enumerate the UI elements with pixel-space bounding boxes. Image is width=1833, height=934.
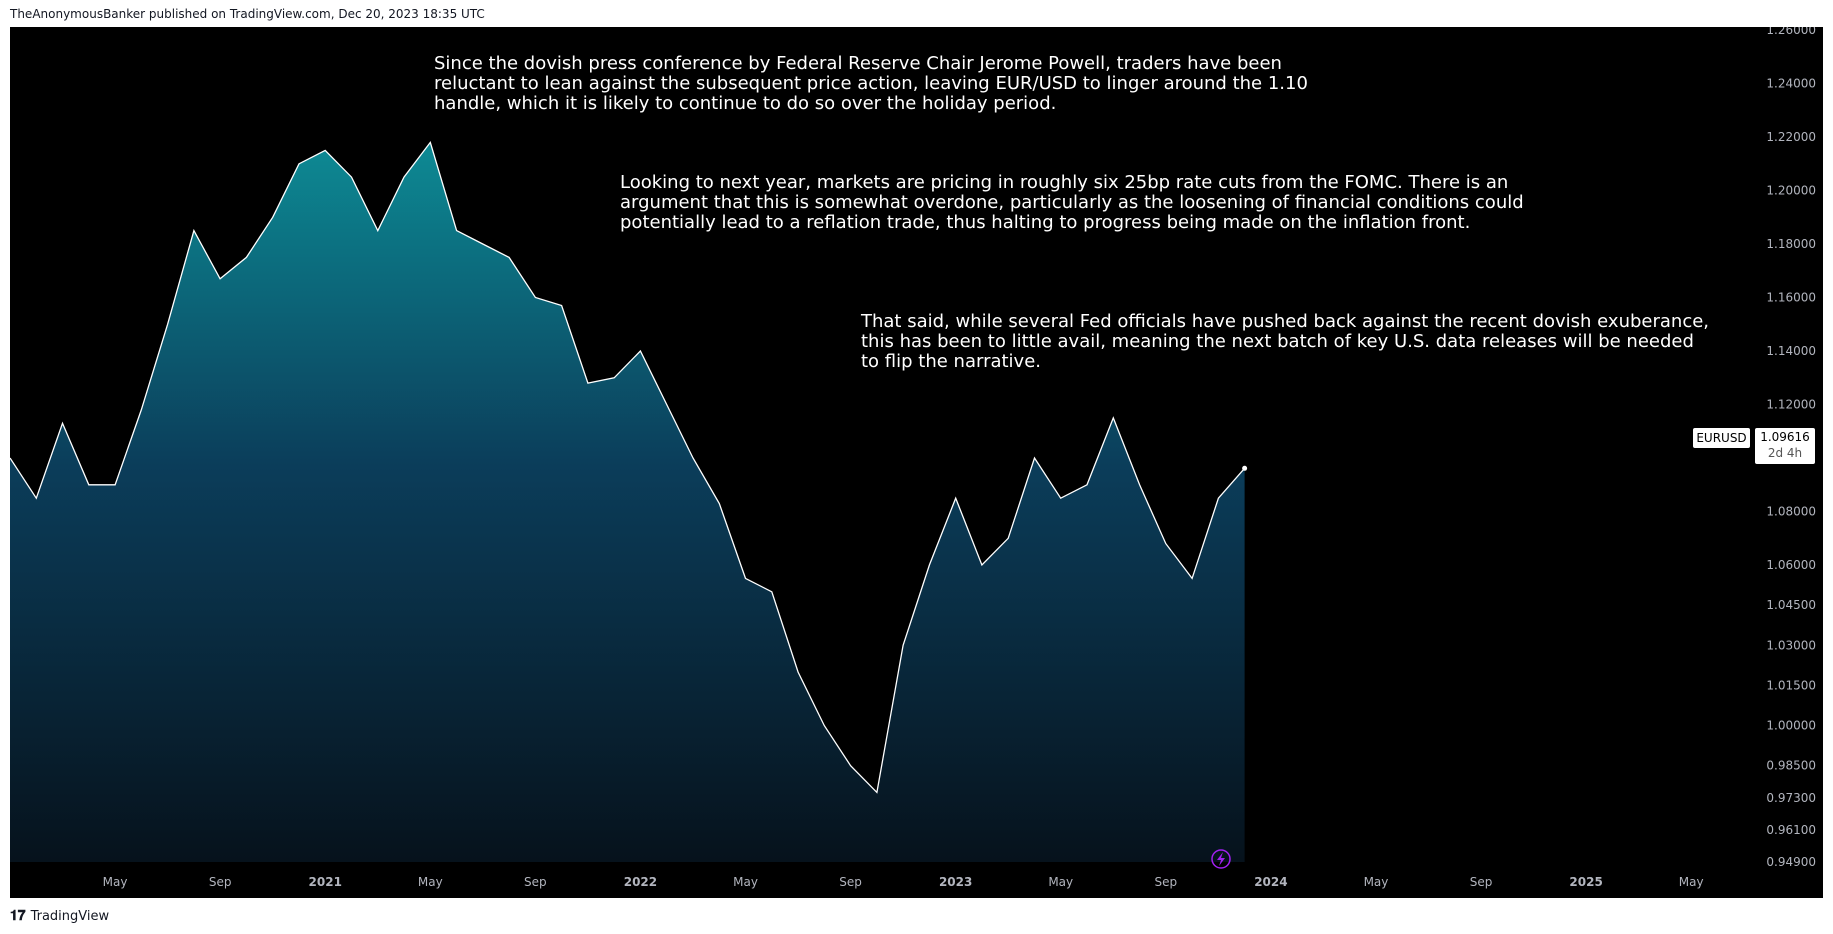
y-tick-label: 1.08000: [1766, 505, 1816, 519]
y-tick-label: 1.16000: [1766, 291, 1816, 305]
y-tick-label: 0.96100: [1766, 823, 1816, 837]
footer-brand-name: TradingView: [30, 908, 110, 924]
y-tick-label: 0.94900: [1766, 855, 1816, 869]
x-tick-label: Sep: [839, 875, 862, 889]
price-area-fill: [10, 142, 1245, 862]
y-tick-label: 0.98500: [1766, 759, 1816, 773]
y-tick-label: 1.14000: [1766, 344, 1816, 358]
y-tick-label: 1.01500: [1766, 678, 1816, 692]
x-tick-label: 2023: [939, 875, 972, 889]
y-tick-label: 1.00000: [1766, 719, 1816, 733]
y-tick-label: 1.22000: [1766, 130, 1816, 144]
chart-pane[interactable]: May Sep 2021 May Sep 2022 May Sep 2023 May Sep 2024…: [10, 27, 1823, 898]
publish-attribution: TheAnonymousBanker published on TradingV…: [10, 7, 485, 21]
x-tick-label: 2021: [309, 875, 342, 889]
footer-brand: 𝟏𝟕 TradingView: [10, 908, 109, 924]
x-tick-label: May: [733, 875, 758, 889]
y-tick-label: 0.97300: [1766, 791, 1816, 805]
x-tick-label: Sep: [524, 875, 547, 889]
annotation-rate-cuts-pricing: Looking to next year, markets are pricin…: [620, 172, 1524, 233]
events-icon[interactable]: [1211, 849, 1231, 869]
x-tick-label: 2024: [1254, 875, 1287, 889]
annotation-fed-pushback: That said, while several Fed officials h…: [861, 311, 1710, 372]
last-price-point: [1242, 465, 1248, 471]
y-tick-label: 1.12000: [1766, 398, 1816, 412]
eurusd-area-chart[interactable]: May Sep 2021 May Sep 2022 May Sep 2023 May Sep 2024…: [10, 27, 1823, 898]
annotation-powell-press-conference: Since the dovish press conference by Fed…: [434, 53, 1308, 114]
y-tick-label: 1.26000: [1766, 27, 1816, 37]
x-tick-label: Sep: [209, 875, 232, 889]
y-tick-label: 1.20000: [1766, 184, 1816, 198]
x-tick-label: Sep: [1155, 875, 1178, 889]
x-tick-label: May: [103, 875, 128, 889]
price-line: [10, 140, 1246, 794]
y-tick-label: 1.24000: [1766, 77, 1816, 91]
x-tick-label: 2025: [1569, 875, 1602, 889]
symbol-name-tag: EURUSD: [1693, 428, 1750, 448]
last-price-value: 1.09616: [1760, 430, 1810, 444]
x-tick-label: May: [418, 875, 443, 889]
x-tick-label: May: [1679, 875, 1704, 889]
tradingview-logo-icon: 𝟏𝟕: [10, 908, 26, 924]
x-tick-label: Sep: [1470, 875, 1493, 889]
x-tick-label: May: [1364, 875, 1389, 889]
x-tick-label: May: [1048, 875, 1073, 889]
bar-countdown: 2d 4h: [1767, 446, 1803, 460]
y-tick-label: 1.18000: [1766, 237, 1816, 251]
x-tick-label: 2022: [624, 875, 657, 889]
last-price-tag: 1.09616 2d 4h: [1755, 428, 1815, 464]
y-tick-label: 1.04500: [1766, 598, 1816, 612]
y-tick-label: 1.03000: [1766, 638, 1816, 652]
y-tick-label: 1.06000: [1766, 558, 1816, 572]
